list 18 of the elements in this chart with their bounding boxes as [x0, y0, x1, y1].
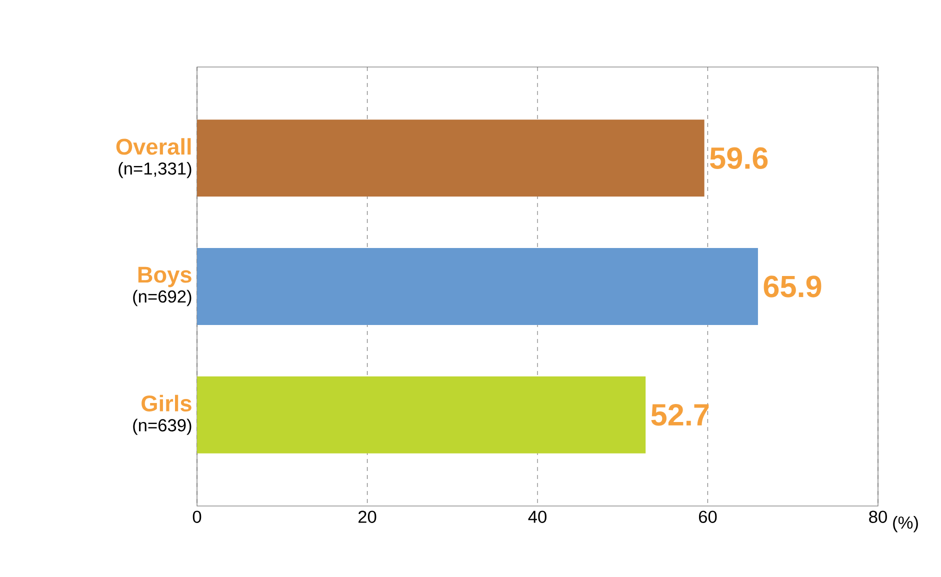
x-tick-label: 20 — [358, 510, 376, 523]
data-label: 59.6 — [710, 147, 768, 169]
text: (n=639) — [133, 418, 192, 435]
bar — [197, 120, 704, 197]
y-tick-label: Boys — [138, 266, 192, 288]
y-tick-label: Girls — [142, 394, 192, 412]
text: (n=692) — [133, 290, 192, 306]
x-axis-title: (%) — [893, 516, 918, 532]
x-tick-label: 80 — [869, 510, 887, 523]
text: (n=1,331) — [118, 162, 192, 178]
data-label: 65.9 — [764, 276, 822, 298]
bar — [197, 376, 646, 454]
data-label: 52.7 — [651, 404, 709, 426]
y-tick-label: Overall — [116, 138, 191, 155]
bar — [197, 248, 758, 325]
x-tick-label: 0 — [192, 510, 202, 523]
x-tick-label: 40 — [528, 510, 546, 523]
x-tick-label: 60 — [698, 510, 717, 523]
